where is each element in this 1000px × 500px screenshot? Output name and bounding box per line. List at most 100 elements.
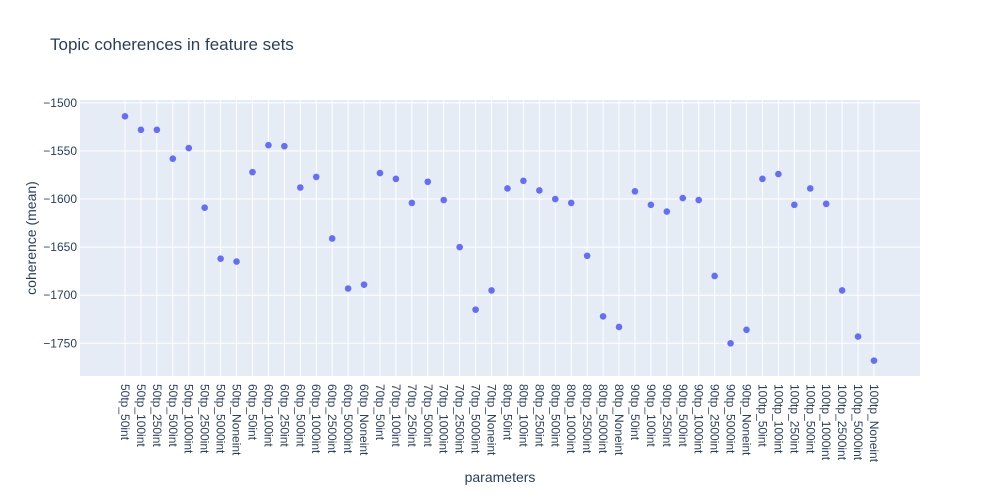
data-point[interactable] — [599, 313, 607, 320]
x-tick-label: 70tp_2500int — [453, 384, 467, 454]
data-point[interactable] — [440, 196, 448, 204]
data-point[interactable] — [822, 200, 830, 208]
y-tick-label: −1700 — [43, 288, 77, 302]
x-tick-label: 70tp_Noneint — [485, 384, 499, 456]
x-tick-label: 50tp_100int — [134, 384, 148, 447]
x-tick-label: 60tp_5000int — [341, 384, 355, 454]
data-point[interactable] — [838, 287, 846, 294]
x-tick-label: 50tp_50int — [118, 384, 132, 441]
data-point[interactable] — [169, 155, 177, 162]
data-point[interactable] — [551, 195, 559, 203]
data-point[interactable] — [775, 170, 782, 178]
data-point[interactable] — [520, 177, 527, 185]
y-tick-label: −1750 — [43, 336, 77, 350]
x-axis-title: parameters — [465, 469, 536, 485]
data-point[interactable] — [121, 113, 129, 120]
data-point[interactable] — [743, 326, 750, 334]
x-tick-label: 100tp_100int — [771, 384, 785, 454]
x-tick-label: 80tp_100int — [516, 384, 530, 447]
data-point[interactable] — [711, 272, 718, 280]
x-tick-labels: 50tp_50int 50tp_100int 50tp_250int 50tp_500… — [118, 384, 881, 463]
y-tick-label: −1650 — [43, 240, 77, 254]
x-tick-label: 70tp_50int — [373, 384, 387, 441]
x-tick-label: 100tp_500int — [803, 384, 817, 454]
data-point[interactable] — [472, 306, 479, 313]
x-tick-label: 100tp_5000int — [851, 384, 865, 461]
data-point[interactable] — [153, 126, 161, 134]
data-point[interactable] — [647, 201, 655, 209]
data-point[interactable] — [376, 169, 384, 177]
data-point[interactable] — [854, 333, 862, 340]
data-point[interactable] — [328, 235, 336, 242]
data-point[interactable] — [312, 173, 320, 181]
data-point[interactable] — [567, 199, 575, 207]
data-point[interactable] — [137, 126, 145, 134]
data-point[interactable] — [536, 187, 543, 194]
x-tick-label: 90tp_2500int — [708, 384, 722, 454]
x-tick-label: 80tp_50int — [500, 384, 514, 441]
data-point[interactable] — [265, 141, 272, 149]
x-tick-label: 100tp_1000int — [819, 384, 833, 461]
y-tick-label: −1600 — [43, 192, 77, 206]
data-point[interactable] — [424, 178, 432, 186]
x-tick-label: 60tp_100int — [261, 384, 275, 447]
x-tick-label: 100tp_250int — [787, 384, 801, 454]
data-point[interactable] — [583, 252, 591, 260]
x-tick-label: 60tp_500int — [293, 384, 307, 447]
x-tick-label: 90tp_250int — [660, 384, 674, 447]
data-point[interactable] — [217, 255, 224, 262]
data-point[interactable] — [695, 196, 703, 204]
x-tick-label: 80tp_1000int — [564, 384, 578, 454]
data-point[interactable] — [870, 357, 878, 364]
data-point[interactable] — [392, 175, 400, 183]
x-tick-label: 70tp_100int — [389, 384, 403, 447]
data-point[interactable] — [408, 199, 416, 207]
data-point[interactable] — [504, 185, 511, 192]
data-point[interactable] — [791, 201, 798, 209]
y-tick-labels: −1500 −1550 −1600 −1650 −1700 −1750 — [43, 96, 77, 350]
y-tick-label: −1550 — [43, 144, 77, 158]
data-point[interactable] — [456, 243, 463, 251]
data-point[interactable] — [759, 175, 766, 183]
data-point[interactable] — [281, 142, 288, 150]
x-tick-label: 70tp_500int — [421, 384, 435, 447]
data-point[interactable] — [679, 194, 687, 202]
x-tick-label: 90tp_50int — [628, 384, 642, 441]
data-point[interactable] — [344, 285, 352, 292]
x-tick-label: 60tp_50int — [245, 384, 259, 441]
gridlines — [80, 100, 920, 376]
x-tick-label: 50tp_2500int — [198, 384, 212, 454]
data-point[interactable] — [296, 184, 304, 191]
x-tick-label: 60tp_2500int — [325, 384, 339, 454]
data-point[interactable] — [360, 281, 368, 288]
x-tick-label: 100tp_Noneint — [867, 384, 881, 463]
x-tick-label: 90tp_5000int — [724, 384, 738, 454]
data-point[interactable] — [249, 168, 256, 176]
x-tick-label: 90tp_100int — [644, 384, 658, 447]
x-tick-label: 100tp_2500int — [835, 384, 849, 461]
x-tick-label: 100tp_50int — [755, 384, 769, 447]
data-point[interactable] — [615, 323, 623, 331]
x-tick-label: 70tp_1000int — [437, 384, 451, 454]
data-point[interactable] — [233, 258, 240, 265]
data-point[interactable] — [727, 340, 734, 347]
data-point[interactable] — [631, 188, 639, 195]
x-tick-label: 50tp_500int — [166, 384, 180, 447]
plot-area — [80, 100, 920, 376]
data-point[interactable] — [806, 185, 814, 192]
x-tick-label: 50tp_250int — [150, 384, 164, 447]
y-axis-title: coherence (mean) — [23, 181, 39, 295]
x-tick-label: 50tp_5000int — [214, 384, 228, 454]
x-tick-label: 80tp_250int — [532, 384, 546, 447]
data-point[interactable] — [185, 144, 193, 152]
x-tick-label: 70tp_250int — [405, 384, 419, 447]
data-point[interactable] — [663, 208, 671, 215]
x-tick-label: 70tp_5000int — [469, 384, 483, 454]
data-points — [121, 113, 878, 364]
data-point[interactable] — [488, 287, 495, 294]
x-tick-label: 60tp_Noneint — [357, 384, 371, 456]
y-tick-label: −1500 — [43, 96, 77, 110]
x-tick-label: 90tp_500int — [676, 384, 690, 447]
data-point[interactable] — [201, 204, 208, 212]
